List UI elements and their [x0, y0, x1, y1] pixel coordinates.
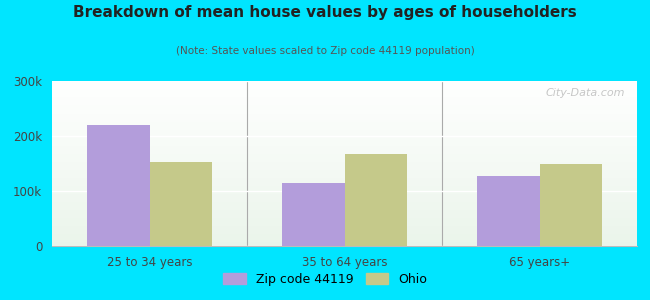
Bar	[87, 125, 150, 246]
Text: Breakdown of mean house values by ages of householders: Breakdown of mean house values by ages o…	[73, 4, 577, 20]
Bar	[150, 162, 212, 246]
Bar	[540, 164, 602, 246]
Legend: Zip code 44119, Ohio: Zip code 44119, Ohio	[218, 268, 432, 291]
Text: (Note: State values scaled to Zip code 44119 population): (Note: State values scaled to Zip code 4…	[176, 46, 474, 56]
Bar	[282, 183, 345, 246]
Text: City-Data.com: City-Data.com	[546, 88, 625, 98]
Bar	[477, 176, 540, 246]
Bar	[344, 154, 407, 246]
